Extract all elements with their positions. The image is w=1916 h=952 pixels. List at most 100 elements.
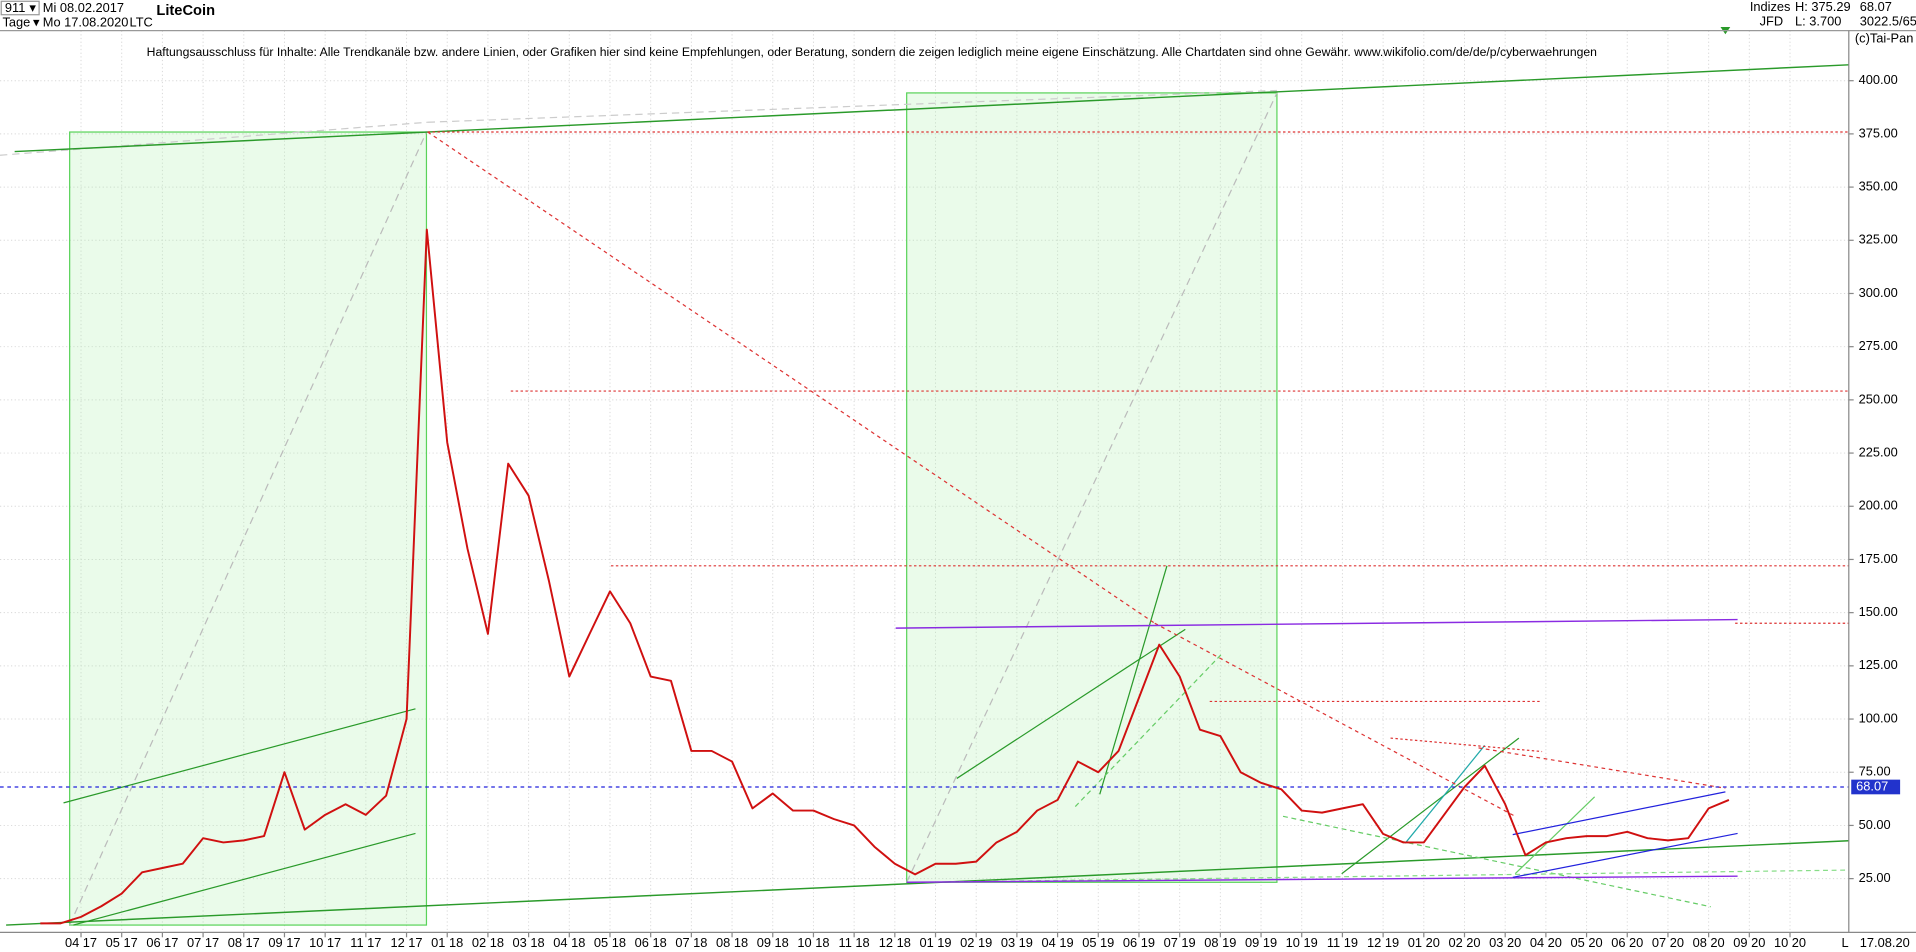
x-tick-label: 07 19 bbox=[1164, 935, 1196, 950]
header-source: JFD bbox=[1760, 13, 1784, 28]
y-tick-label: 25.00 bbox=[1859, 870, 1891, 885]
x-tick-label: 06 19 bbox=[1123, 935, 1155, 950]
channel bbox=[1512, 832, 1738, 879]
y-tick-label: 250.00 bbox=[1859, 391, 1898, 406]
trendline bbox=[916, 869, 1849, 883]
diagonal bbox=[906, 92, 1278, 883]
y-tick-label: 325.00 bbox=[1859, 232, 1898, 247]
x-tick-label: 08 19 bbox=[1204, 935, 1236, 950]
x-tick-label: 10 18 bbox=[797, 935, 829, 950]
x-tick-label: 08 20 bbox=[1693, 935, 1725, 950]
trendline bbox=[956, 628, 1186, 779]
y-tick-label: 200.00 bbox=[1859, 498, 1898, 513]
channel bbox=[1512, 791, 1726, 836]
x-tick-label: 04 18 bbox=[553, 935, 585, 950]
trendline bbox=[1099, 565, 1168, 795]
x-tick-label: 07 20 bbox=[1652, 935, 1684, 950]
range-box bbox=[906, 92, 1278, 883]
trendline bbox=[1074, 653, 1223, 807]
header-id: 911 bbox=[5, 0, 25, 15]
drawings bbox=[0, 26, 1849, 926]
x-tick-label: 05 17 bbox=[106, 935, 138, 950]
x-tick-label: 03 18 bbox=[513, 935, 545, 950]
trendline bbox=[1282, 815, 1711, 908]
x-tick-label: 05 19 bbox=[1082, 935, 1114, 950]
trendline bbox=[63, 708, 416, 804]
x-tick-label: 03 20 bbox=[1489, 935, 1521, 950]
y-tick-label: 75.00 bbox=[1859, 764, 1891, 779]
y-tick-label: 175.00 bbox=[1859, 551, 1898, 566]
price-line bbox=[40, 228, 1730, 925]
purple-line bbox=[895, 618, 1738, 629]
x-tick-label: 11 17 bbox=[350, 935, 381, 950]
trendline bbox=[14, 64, 1849, 153]
last-price-box bbox=[1851, 779, 1901, 795]
header-period[interactable]: Tage bbox=[2, 15, 30, 30]
trendline bbox=[1514, 796, 1596, 875]
grid bbox=[0, 30, 1849, 933]
header-start-date: Mi 08.02.2017 bbox=[43, 0, 124, 15]
trendline bbox=[1341, 737, 1520, 875]
x-tick-label: 04 17 bbox=[65, 935, 97, 950]
copyright: (c)Tai-Pan bbox=[1855, 31, 1913, 46]
x-tick-label: 07 17 bbox=[187, 935, 219, 950]
x-tick-label: 02 19 bbox=[960, 935, 992, 950]
header-low: L: 3.700 bbox=[1795, 13, 1841, 28]
x-tick-label: 03 19 bbox=[1001, 935, 1033, 950]
x-tick-label: 09 18 bbox=[757, 935, 789, 950]
x-tick-label: 11 19 bbox=[1327, 935, 1358, 950]
x-tick-label: 06 18 bbox=[635, 935, 667, 950]
purple-line bbox=[906, 875, 1738, 884]
x-tick-label: 09 19 bbox=[1245, 935, 1277, 950]
disclaimer: Haftungsausschluss für Inhalte: Alle Tre… bbox=[147, 45, 1597, 59]
x-tick-label: 11 18 bbox=[839, 935, 870, 950]
x-tick-label: 02 18 bbox=[472, 935, 504, 950]
x-tick-label: 09 20 bbox=[1733, 935, 1765, 950]
dropdown-arrow: ▾ bbox=[29, 0, 36, 15]
x-tick-label: 10 17 bbox=[309, 935, 341, 950]
x-tick-label: 08 17 bbox=[228, 935, 260, 950]
x-tick-label: 10 19 bbox=[1286, 935, 1318, 950]
resistance bbox=[1390, 737, 1543, 753]
trendline bbox=[1404, 745, 1486, 844]
x-tick-label: 04 20 bbox=[1530, 935, 1562, 950]
dropdown-arrow: ▾ bbox=[33, 15, 40, 30]
header-high: H: 375.29 bbox=[1795, 0, 1851, 14]
x-tick-label: 09 17 bbox=[268, 935, 300, 950]
x-tick-label: 06 17 bbox=[146, 935, 178, 950]
marks bbox=[0, 228, 1849, 925]
last-price-label: 68.07 bbox=[1856, 778, 1888, 793]
header-symbol: LTC bbox=[130, 15, 153, 30]
x-tick-label: 10 20 bbox=[1774, 935, 1806, 950]
downtrend bbox=[1154, 622, 1516, 817]
x-tick-label: 01 18 bbox=[431, 935, 463, 950]
header-last: 68.07 bbox=[1860, 0, 1892, 14]
x-tick-label: 08 18 bbox=[716, 935, 748, 950]
x-tick-label: 01 20 bbox=[1408, 935, 1440, 950]
y-tick-label: 275.00 bbox=[1859, 338, 1898, 353]
downtrend bbox=[1478, 747, 1726, 789]
y-tick-label: 375.00 bbox=[1859, 125, 1898, 140]
trendline bbox=[73, 832, 416, 926]
y-tick-label: 50.00 bbox=[1859, 817, 1891, 832]
x-tick-label: 12 19 bbox=[1367, 935, 1399, 950]
header-end-date: Mo 17.08.2020 bbox=[43, 15, 129, 30]
diagonal bbox=[427, 89, 1277, 123]
header-group: Indizes bbox=[1750, 0, 1791, 14]
axis-mode: L bbox=[1841, 935, 1848, 950]
y-tick-label: 125.00 bbox=[1859, 657, 1898, 672]
diagonal bbox=[0, 121, 428, 156]
x-tick-label: 12 17 bbox=[390, 935, 422, 950]
header-volume: 3022.5/65 bbox=[1860, 13, 1916, 28]
diagonal bbox=[69, 131, 428, 926]
id-box[interactable] bbox=[0, 0, 40, 16]
x-tick-label: 05 18 bbox=[594, 935, 626, 950]
y-tick-label: 350.00 bbox=[1859, 178, 1898, 193]
x-tick-label: 12 18 bbox=[879, 935, 911, 950]
chart-title: LiteCoin bbox=[156, 3, 215, 19]
y-tick-label: 300.00 bbox=[1859, 285, 1898, 300]
y-tick-label: 100.00 bbox=[1859, 710, 1898, 725]
